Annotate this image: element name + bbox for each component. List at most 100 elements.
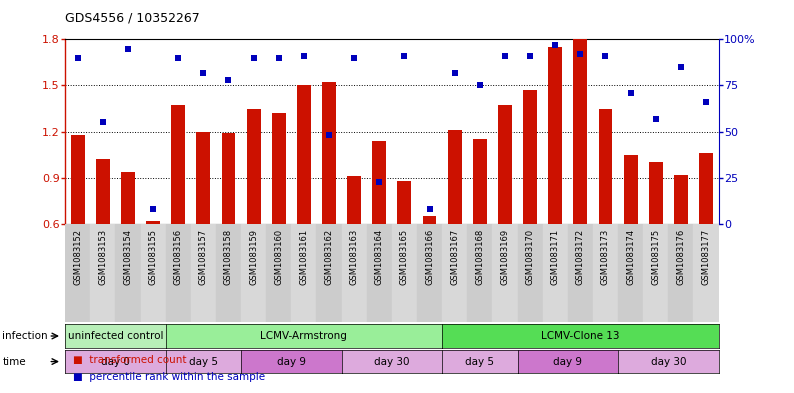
Bar [71,135,85,224]
Bar [699,153,713,224]
Bar [518,224,542,322]
Bar [442,224,467,322]
Bar [172,105,185,224]
Text: GSM1083164: GSM1083164 [375,229,384,285]
Bar [523,90,537,224]
Text: GSM1083168: GSM1083168 [476,229,484,285]
Text: LCMV-Clone 13: LCMV-Clone 13 [541,331,619,341]
Point [322,132,335,138]
Bar [291,224,317,322]
Point [247,55,260,61]
Bar [216,224,241,322]
Text: ■  percentile rank within the sample: ■ percentile rank within the sample [73,372,265,382]
Point [71,55,84,61]
Bar [693,224,719,322]
Bar [266,224,291,322]
Point [298,53,310,59]
Text: GDS4556 / 10352267: GDS4556 / 10352267 [65,12,200,25]
Text: GSM1083177: GSM1083177 [702,229,711,285]
Point [473,83,486,89]
Bar [341,224,367,322]
Text: GSM1083171: GSM1083171 [551,229,560,285]
Bar [593,224,618,322]
Point [272,55,285,61]
Point [222,77,235,83]
Point [499,53,511,59]
Point [675,64,688,70]
Text: GSM1083156: GSM1083156 [174,229,183,285]
Bar [347,176,361,224]
Point [373,178,386,185]
Point [398,53,410,59]
Point [172,55,184,61]
Point [121,45,134,51]
Text: GSM1083176: GSM1083176 [676,229,685,285]
Point [574,51,587,57]
Bar [392,224,417,322]
Bar [669,224,693,322]
Text: GSM1083175: GSM1083175 [651,229,661,285]
Bar [322,83,336,224]
Bar [166,224,191,322]
Bar [297,85,310,224]
Text: GSM1083161: GSM1083161 [299,229,308,285]
Text: GSM1083159: GSM1083159 [249,229,258,285]
Bar [272,113,286,224]
Text: GSM1083162: GSM1083162 [325,229,333,285]
Bar [542,224,568,322]
Bar [417,224,442,322]
Bar [643,224,669,322]
Bar [146,221,160,224]
Bar [96,159,110,224]
Bar [492,224,518,322]
Bar [618,224,643,322]
Text: GSM1083170: GSM1083170 [526,229,534,285]
Bar [372,141,386,224]
Text: day 30: day 30 [374,356,410,367]
Bar [599,108,612,224]
Point [524,53,537,59]
Text: GSM1083157: GSM1083157 [198,229,208,285]
Text: GSM1083163: GSM1083163 [349,229,359,285]
Point [700,99,712,105]
Text: day 30: day 30 [650,356,686,367]
Bar [141,224,166,322]
Bar [247,108,260,224]
Text: GSM1083154: GSM1083154 [123,229,133,285]
Text: GSM1083155: GSM1083155 [148,229,157,285]
Point [599,53,612,59]
Point [348,55,360,61]
Bar [241,224,266,322]
Text: day 9: day 9 [553,356,582,367]
Bar [65,224,91,322]
Bar [191,224,216,322]
Text: day 0: day 0 [101,356,129,367]
Point [197,70,210,76]
Text: GSM1083167: GSM1083167 [450,229,459,285]
Point [624,90,637,96]
Text: GSM1083166: GSM1083166 [425,229,434,285]
Text: GSM1083172: GSM1083172 [576,229,585,285]
Text: infection: infection [2,331,48,341]
Bar [549,47,562,224]
Bar [115,224,141,322]
Text: GSM1083152: GSM1083152 [73,229,82,285]
Bar [473,140,487,224]
Point [649,116,662,122]
Text: uninfected control: uninfected control [67,331,163,341]
Text: GSM1083160: GSM1083160 [274,229,283,285]
Text: day 5: day 5 [189,356,218,367]
Text: day 9: day 9 [277,356,306,367]
Text: GSM1083165: GSM1083165 [400,229,409,285]
Text: GSM1083158: GSM1083158 [224,229,233,285]
Point [449,70,461,76]
Text: GSM1083169: GSM1083169 [500,229,510,285]
Bar [624,155,638,224]
Bar [317,224,341,322]
Text: time: time [2,356,26,367]
Text: day 5: day 5 [465,356,495,367]
Bar [222,133,235,224]
Bar [367,224,392,322]
Bar [398,181,411,224]
Bar [448,130,461,224]
